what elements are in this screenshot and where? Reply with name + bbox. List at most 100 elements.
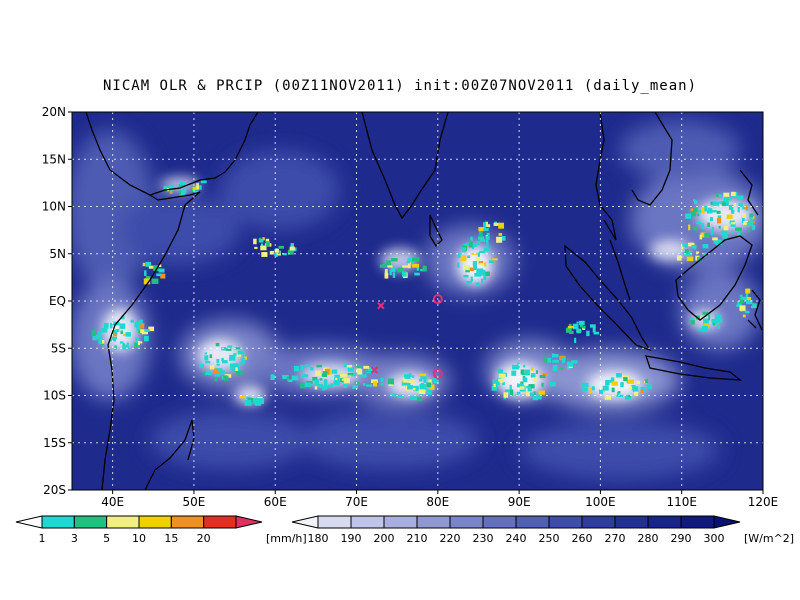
precip-cell — [714, 314, 722, 321]
precip-cell — [542, 372, 548, 376]
precip-colorbar-label: 3 — [71, 532, 78, 545]
precip-cell — [403, 374, 408, 378]
precip-cell — [121, 315, 125, 320]
precip-cell — [322, 371, 327, 378]
precip-cell — [408, 380, 415, 383]
precip-cell — [738, 232, 741, 237]
precip-cell — [498, 378, 504, 383]
precip-cell — [330, 383, 334, 388]
precip-cell — [260, 245, 267, 251]
precip-cell — [689, 210, 697, 217]
precip-cell — [216, 363, 220, 366]
precip-cell — [274, 248, 280, 253]
precip-cell — [100, 327, 108, 333]
precip-field — [91, 180, 757, 406]
precip-colorbar-swatch — [106, 515, 140, 529]
precip-cell — [724, 196, 729, 203]
precip-cell — [261, 252, 268, 257]
precip-cell — [325, 368, 330, 375]
precip-cell — [716, 210, 721, 214]
precip-cell — [718, 225, 721, 229]
precip-cell — [433, 380, 439, 384]
precip-cell — [407, 258, 413, 263]
precip-cell — [254, 246, 258, 249]
precip-cell — [262, 237, 265, 241]
precip-cell — [715, 239, 723, 245]
precip-cell — [528, 386, 532, 392]
precip-cell — [119, 341, 124, 344]
precip-cell — [423, 376, 427, 383]
precip-cell — [479, 263, 487, 266]
precip-cell — [567, 325, 575, 329]
axis-ticks — [68, 111, 764, 494]
precip-cell — [137, 321, 141, 326]
precip-cell — [407, 262, 411, 269]
precip-cell — [738, 203, 743, 207]
precip-cell — [593, 331, 600, 335]
precip-cell — [497, 381, 500, 384]
precip-cell — [499, 373, 506, 378]
precip-cell — [289, 246, 295, 251]
precip-cell — [634, 391, 639, 396]
precip-cell — [144, 329, 150, 332]
precip-cell — [685, 213, 692, 219]
precip-cell — [243, 354, 246, 358]
precip-cell — [265, 241, 270, 247]
precip-cell — [712, 318, 717, 325]
precip-cell — [168, 184, 174, 191]
precip-cell — [474, 272, 481, 277]
horn-of-africa-coast — [101, 191, 201, 490]
precip-cell — [690, 317, 695, 322]
precip-cell — [214, 376, 218, 382]
sri-lanka-coast — [429, 214, 443, 248]
precip-cell — [488, 260, 494, 264]
precip-cell — [227, 345, 233, 348]
precip-cell — [697, 213, 700, 217]
precip-cell — [230, 368, 235, 371]
olr-colorbar-label: 210 — [407, 532, 428, 545]
precip-cell — [735, 227, 742, 231]
precip-cell — [318, 384, 323, 388]
precip-cell — [386, 260, 391, 266]
precip-cell — [721, 202, 726, 206]
precip-cell — [749, 213, 754, 218]
precip-cell — [571, 360, 578, 364]
precip-cell — [719, 201, 724, 204]
olr-colorbar-swatch — [482, 515, 517, 529]
precip-cell — [730, 222, 736, 225]
precip-cell — [690, 320, 695, 325]
precip-cell — [478, 261, 484, 265]
precip-cell — [485, 271, 490, 277]
precip-cell — [356, 366, 362, 369]
precip-cell — [739, 305, 746, 311]
precip-cell — [744, 205, 748, 210]
precip-cell — [611, 387, 615, 393]
precip-cell — [493, 222, 501, 226]
precip-cell — [722, 234, 729, 239]
precip-cell — [712, 237, 718, 241]
precip-cell — [684, 253, 690, 256]
precip-cell — [576, 321, 579, 324]
precip-cell — [551, 353, 554, 358]
precip-cell — [719, 194, 722, 198]
precip-cell — [684, 249, 689, 254]
precip-cell — [737, 206, 740, 213]
precip-cell — [412, 387, 416, 391]
precip-cell — [471, 243, 475, 250]
precip-cell — [691, 244, 697, 249]
map-title: NICAM OLR & PRCIP (00Z11NOV2011) init:00… — [102, 78, 697, 94]
precip-cell — [725, 202, 728, 207]
precip-cell — [579, 323, 584, 328]
precip-cell — [583, 325, 586, 329]
precip-cell — [463, 243, 470, 246]
precip-cell — [363, 383, 366, 387]
precip-cell — [737, 300, 742, 307]
precip-cell — [411, 375, 415, 378]
precip-cell — [269, 250, 274, 255]
precip-cell — [288, 379, 293, 383]
precip-colorbar-swatch — [203, 515, 237, 529]
olr-colorbar-label: 220 — [440, 532, 461, 545]
precip-cell — [390, 393, 397, 397]
olr-colorbar-label: 240 — [506, 532, 527, 545]
precip-cell — [716, 194, 719, 197]
